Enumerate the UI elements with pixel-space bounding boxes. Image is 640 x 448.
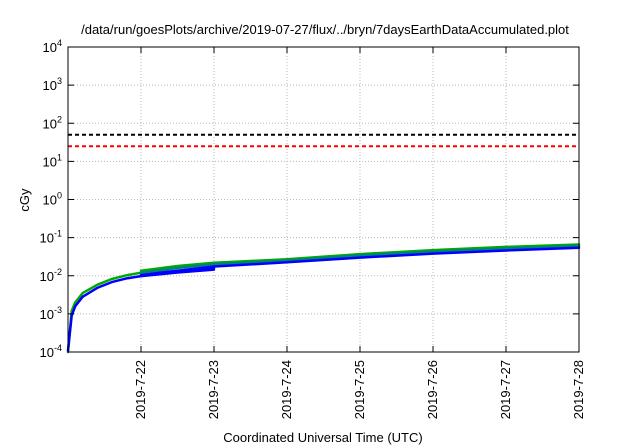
y-tick-label: 10-2 bbox=[40, 267, 62, 284]
series-group bbox=[66, 243, 581, 354]
y-tick-label: 10-3 bbox=[40, 305, 62, 322]
reference-lines bbox=[68, 133, 579, 148]
y-axis: 10-4 10-3 10-2 10-1 100 101 102 103 104 bbox=[40, 38, 579, 360]
series-line bbox=[139, 246, 581, 277]
y-tick-label: 102 bbox=[43, 114, 62, 131]
grid bbox=[68, 47, 579, 352]
series-line bbox=[66, 271, 143, 354]
x-tick-label: 2019-7-23 bbox=[206, 360, 221, 419]
x-tick-label: 2019-7-26 bbox=[425, 360, 440, 419]
x-axis-title: Coordinated Universal Time (UTC) bbox=[223, 430, 422, 445]
x-tick-label: 2019-7-25 bbox=[352, 360, 367, 419]
series-line bbox=[139, 243, 581, 273]
y-tick-label: 10-4 bbox=[40, 343, 62, 360]
y-tick-label: 10-1 bbox=[40, 229, 62, 246]
x-tick-label: 2019-7-22 bbox=[133, 360, 148, 419]
x-axis: 2019-7-22 2019-7-23 2019-7-24 2019-7-25 2019… bbox=[133, 47, 586, 419]
y-tick-label: 100 bbox=[43, 191, 62, 208]
x-tick-label: 2019-7-28 bbox=[571, 360, 586, 419]
x-tick-label: 2019-7-24 bbox=[279, 360, 294, 419]
y-axis-title: cGy bbox=[17, 188, 32, 212]
series-line bbox=[139, 244, 581, 274]
y-tick-label: 104 bbox=[43, 38, 62, 55]
chart-title: /data/run/goesPlots/archive/2019-07-27/f… bbox=[81, 22, 569, 37]
x-tick-label: 2019-7-27 bbox=[498, 360, 513, 419]
y-tick-label: 101 bbox=[43, 152, 62, 169]
y-tick-label: 103 bbox=[43, 76, 62, 93]
